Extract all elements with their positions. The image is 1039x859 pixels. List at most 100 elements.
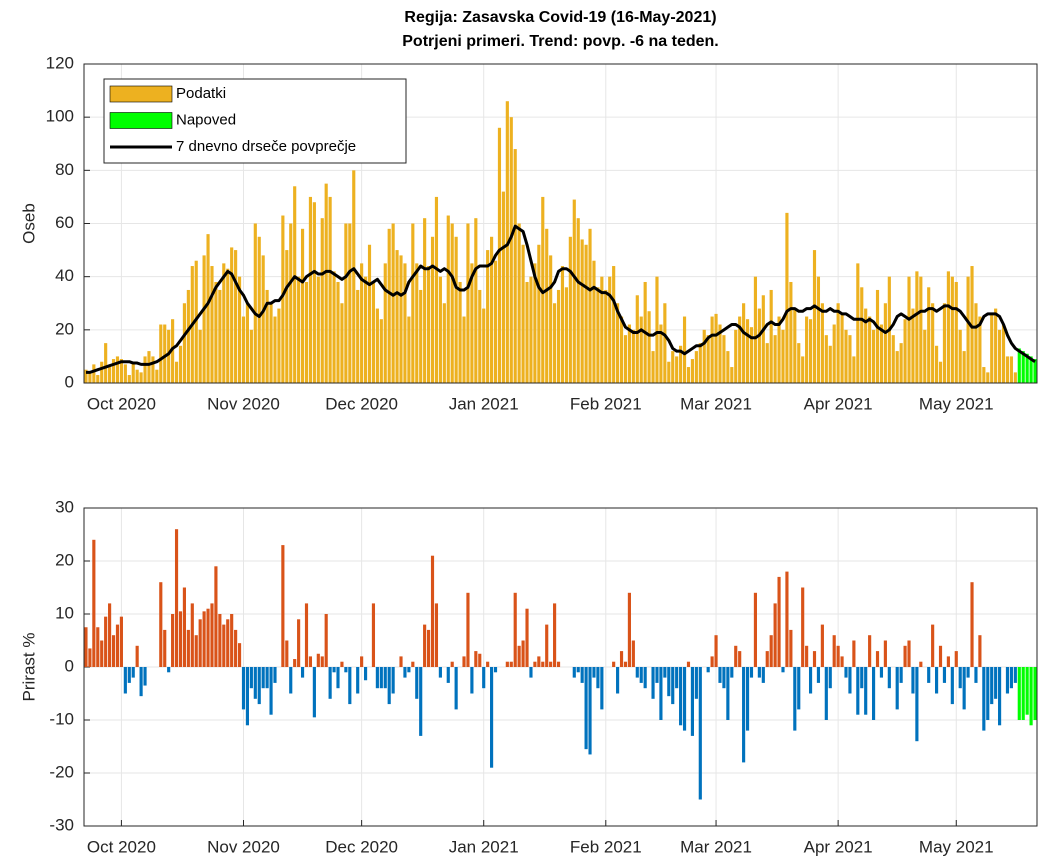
bar xyxy=(580,239,584,383)
bar xyxy=(88,372,92,383)
bar xyxy=(474,651,478,667)
bar xyxy=(816,667,821,683)
bar xyxy=(206,608,210,667)
bar xyxy=(812,651,817,667)
bar xyxy=(92,364,96,383)
bar xyxy=(438,667,442,678)
bar xyxy=(982,367,986,383)
bar xyxy=(1017,667,1021,720)
bar xyxy=(131,667,135,678)
bar xyxy=(108,603,112,667)
bar xyxy=(619,651,624,667)
x-tick-label: May 2021 xyxy=(919,394,994,413)
legend-label: Napoved xyxy=(176,111,236,128)
bar xyxy=(210,266,214,383)
bar xyxy=(545,624,549,667)
bar xyxy=(419,289,423,383)
bar xyxy=(919,276,923,383)
bar xyxy=(903,319,907,383)
bar xyxy=(139,372,143,383)
bar xyxy=(411,223,415,383)
bar xyxy=(734,645,738,667)
y-tick-label: -10 xyxy=(49,709,74,728)
bar xyxy=(490,236,494,383)
bar xyxy=(289,223,293,383)
bar xyxy=(297,619,301,667)
y-axis-label: Oseb xyxy=(19,203,38,244)
chart-title: Regija: Zasavska Covid-19 (16-May-2021) xyxy=(404,9,716,26)
bar xyxy=(466,223,470,383)
bar xyxy=(230,247,234,383)
bar xyxy=(682,667,687,731)
bar xyxy=(742,667,746,763)
bar xyxy=(328,667,332,699)
bar xyxy=(300,228,305,383)
bar xyxy=(214,281,218,383)
bar xyxy=(1009,667,1013,689)
y-tick-label: 60 xyxy=(55,213,74,232)
bar xyxy=(549,255,553,383)
bar xyxy=(832,324,836,383)
x-tick-label: Oct 2020 xyxy=(87,394,156,413)
bar xyxy=(942,303,947,383)
bar xyxy=(446,215,450,383)
bar xyxy=(777,576,781,667)
bar xyxy=(218,289,222,383)
bar xyxy=(576,667,580,673)
bar xyxy=(954,651,958,667)
bar xyxy=(96,375,100,383)
bar xyxy=(572,667,576,678)
bar xyxy=(379,319,383,383)
bar xyxy=(363,276,368,383)
bar xyxy=(836,645,840,667)
bar xyxy=(529,667,533,678)
bar xyxy=(860,287,864,383)
bar xyxy=(828,345,832,383)
bar xyxy=(694,667,698,699)
y-axis-label: Prirast % xyxy=(19,633,38,702)
bar xyxy=(679,345,683,383)
bar xyxy=(123,364,127,383)
axes-frame xyxy=(83,507,1038,827)
bar xyxy=(553,303,557,383)
bar xyxy=(486,250,490,383)
bar xyxy=(974,667,978,683)
bar xyxy=(533,661,537,667)
bar xyxy=(182,587,186,667)
bar xyxy=(123,667,127,694)
bar xyxy=(907,640,911,667)
bar xyxy=(899,667,903,683)
bar xyxy=(781,667,785,673)
bar xyxy=(214,566,218,667)
x-tick-label: Mar 2021 xyxy=(680,394,752,413)
bar xyxy=(635,295,639,383)
bar xyxy=(564,287,568,383)
bar xyxy=(871,667,876,720)
y-tick-label: -20 xyxy=(49,762,74,781)
bar xyxy=(627,324,631,383)
bar xyxy=(525,281,529,383)
bar xyxy=(793,308,797,383)
bar xyxy=(360,656,364,667)
bar xyxy=(261,667,265,689)
bar xyxy=(946,656,950,667)
bar xyxy=(604,289,608,383)
bar xyxy=(1001,324,1006,383)
bar xyxy=(411,661,415,667)
bar xyxy=(265,289,269,383)
bar xyxy=(663,303,667,383)
bar xyxy=(521,244,525,383)
bar xyxy=(651,667,655,699)
bar xyxy=(840,656,844,667)
bar xyxy=(686,661,691,667)
bar xyxy=(234,629,238,667)
bar xyxy=(887,667,891,689)
bar xyxy=(596,667,600,689)
bar xyxy=(946,271,950,383)
bar xyxy=(360,263,364,383)
bar xyxy=(962,667,966,710)
x-tick-label: Jan 2021 xyxy=(449,837,519,856)
bar xyxy=(753,276,758,383)
bar xyxy=(722,335,726,383)
bar xyxy=(100,361,104,383)
